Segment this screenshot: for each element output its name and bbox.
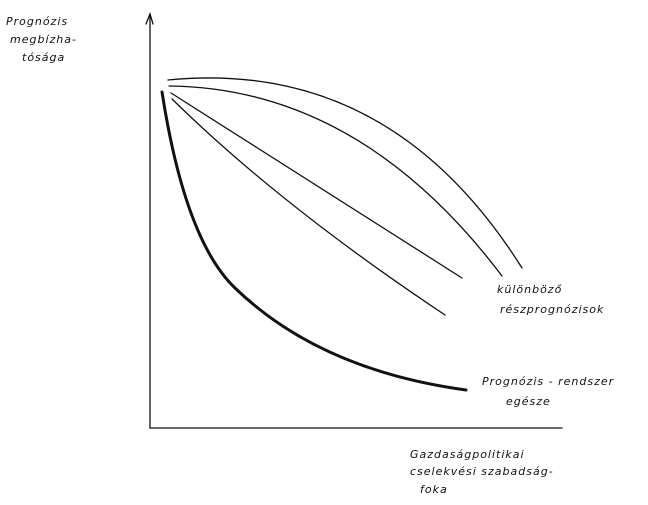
- y-axis-label-line: Prognózis: [6, 15, 68, 28]
- curve: [171, 98, 446, 316]
- annotations-line: különböző: [497, 283, 562, 296]
- annotations-line: részprognózisok: [500, 303, 604, 316]
- x-axis-label-line: cselekvési szabadság-: [410, 465, 554, 478]
- curve: [168, 85, 503, 277]
- x-axis-label-line: Gazdaságpolitikai: [410, 448, 525, 461]
- curve: [170, 92, 463, 279]
- system-curve: [160, 90, 468, 392]
- x-axis-label-line: foka: [420, 483, 448, 496]
- curve: [167, 77, 523, 269]
- annotations-line: egésze: [506, 395, 551, 408]
- annotations-line: Prognózis - rendszer: [482, 375, 615, 388]
- y-axis-label-line: tósága: [22, 51, 65, 64]
- y-axis-arrow: [145, 12, 154, 25]
- y-axis-label-line: megbízha-: [10, 33, 77, 46]
